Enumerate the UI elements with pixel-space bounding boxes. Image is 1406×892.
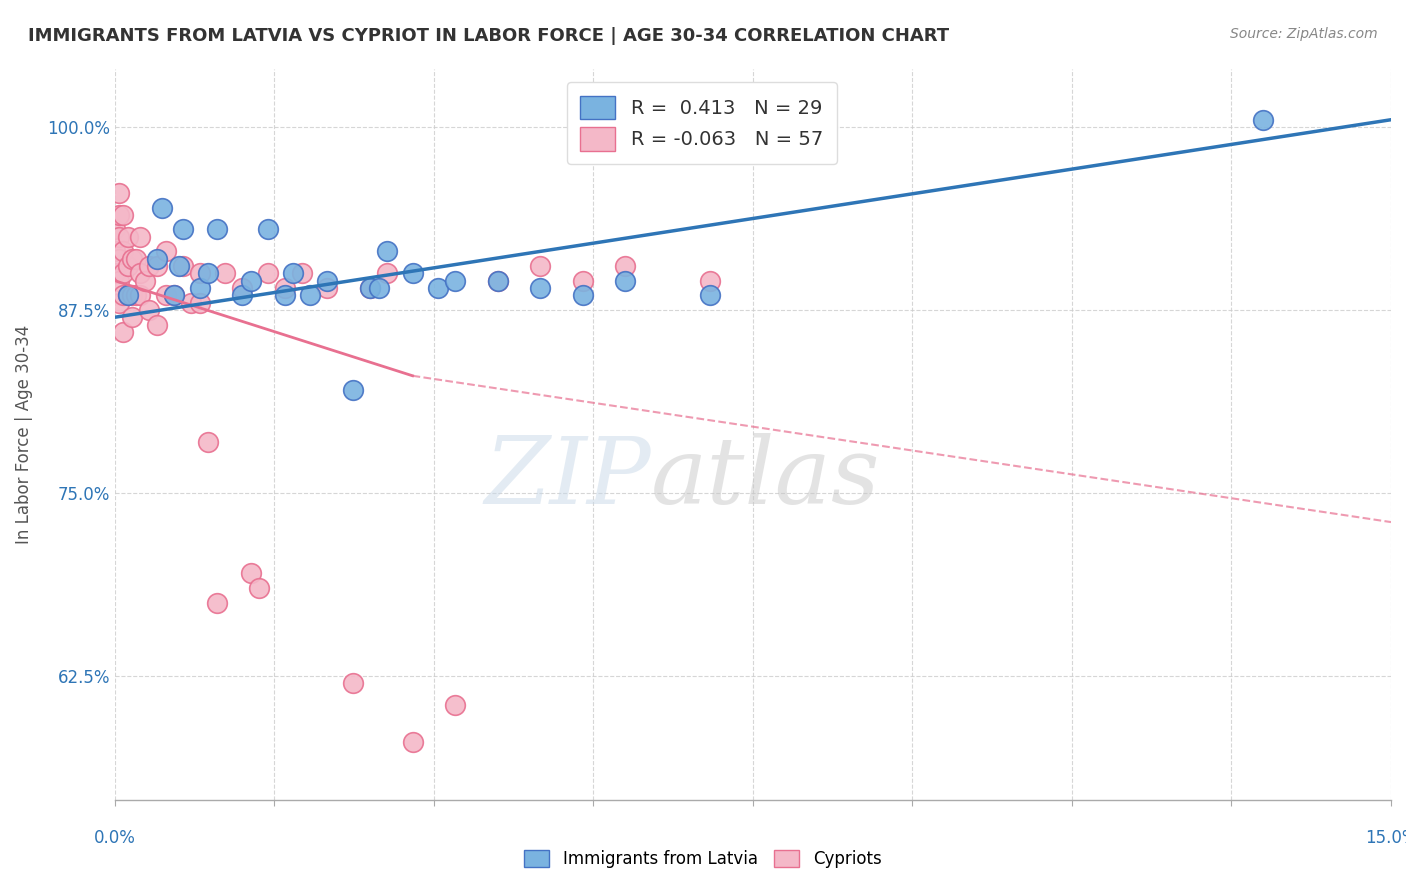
- Point: [108, 229, 131, 244]
- Point: [112, 208, 135, 222]
- Legend: R =  0.413   N = 29, R = -0.063   N = 57: R = 0.413 N = 29, R = -0.063 N = 57: [567, 82, 837, 164]
- Point: [197, 266, 219, 280]
- Point: [167, 259, 190, 273]
- Point: [112, 266, 135, 280]
- Point: [444, 274, 467, 288]
- Point: [138, 259, 160, 273]
- Point: [134, 274, 156, 288]
- Point: [257, 222, 280, 236]
- Text: IMMIGRANTS FROM LATVIA VS CYPRIOT IN LABOR FORCE | AGE 30-34 CORRELATION CHART: IMMIGRANTS FROM LATVIA VS CYPRIOT IN LAB…: [28, 27, 949, 45]
- Point: [125, 288, 148, 302]
- Legend: Immigrants from Latvia, Cypriots: Immigrants from Latvia, Cypriots: [517, 843, 889, 875]
- Point: [104, 244, 127, 259]
- Point: [699, 288, 721, 302]
- Point: [427, 281, 450, 295]
- Point: [108, 274, 131, 288]
- Point: [129, 266, 152, 280]
- Point: [1253, 112, 1275, 127]
- Point: [197, 434, 219, 449]
- Point: [125, 252, 148, 266]
- Point: [155, 288, 177, 302]
- Point: [283, 266, 305, 280]
- Point: [188, 266, 211, 280]
- Point: [112, 325, 135, 339]
- Point: [342, 384, 364, 398]
- Text: Source: ZipAtlas.com: Source: ZipAtlas.com: [1230, 27, 1378, 41]
- Point: [117, 288, 139, 302]
- Point: [121, 310, 143, 325]
- Point: [104, 266, 127, 280]
- Point: [180, 295, 202, 310]
- Point: [138, 302, 160, 317]
- Point: [146, 318, 169, 332]
- Point: [108, 295, 131, 310]
- Point: [108, 186, 131, 200]
- Point: [188, 295, 211, 310]
- Text: 0.0%: 0.0%: [94, 829, 136, 847]
- Point: [274, 288, 297, 302]
- Point: [146, 259, 169, 273]
- Point: [299, 288, 322, 302]
- Point: [129, 229, 152, 244]
- Point: [129, 288, 152, 302]
- Point: [247, 581, 270, 595]
- Point: [117, 288, 139, 302]
- Point: [205, 596, 228, 610]
- Point: [104, 222, 127, 236]
- Text: atlas: atlas: [651, 434, 880, 524]
- Point: [571, 288, 593, 302]
- Point: [529, 281, 551, 295]
- Point: [529, 259, 551, 273]
- Point: [214, 266, 236, 280]
- Point: [205, 222, 228, 236]
- Point: [614, 259, 637, 273]
- Point: [112, 244, 135, 259]
- Point: [257, 266, 280, 280]
- Point: [614, 274, 637, 288]
- Point: [155, 244, 177, 259]
- Point: [699, 274, 721, 288]
- Y-axis label: In Labor Force | Age 30-34: In Labor Force | Age 30-34: [15, 325, 32, 544]
- Point: [444, 698, 467, 712]
- Point: [121, 288, 143, 302]
- Point: [163, 288, 186, 302]
- Point: [108, 208, 131, 222]
- Point: [316, 274, 339, 288]
- Text: ZIP: ZIP: [484, 434, 651, 524]
- Point: [172, 259, 194, 273]
- Point: [291, 266, 314, 280]
- Point: [342, 676, 364, 690]
- Point: [188, 281, 211, 295]
- Point: [150, 201, 173, 215]
- Point: [231, 281, 253, 295]
- Point: [375, 244, 398, 259]
- Point: [571, 274, 593, 288]
- Point: [163, 288, 186, 302]
- Point: [117, 259, 139, 273]
- Point: [231, 288, 253, 302]
- Point: [401, 266, 423, 280]
- Point: [239, 274, 262, 288]
- Point: [117, 229, 139, 244]
- Point: [239, 566, 262, 581]
- Point: [316, 281, 339, 295]
- Point: [401, 734, 423, 748]
- Point: [108, 252, 131, 266]
- Point: [359, 281, 381, 295]
- Point: [359, 281, 381, 295]
- Point: [121, 252, 143, 266]
- Text: 15.0%: 15.0%: [1365, 829, 1406, 847]
- Point: [486, 274, 509, 288]
- Point: [112, 288, 135, 302]
- Point: [172, 222, 194, 236]
- Point: [486, 274, 509, 288]
- Point: [367, 281, 389, 295]
- Point: [274, 281, 297, 295]
- Point: [375, 266, 398, 280]
- Point: [146, 252, 169, 266]
